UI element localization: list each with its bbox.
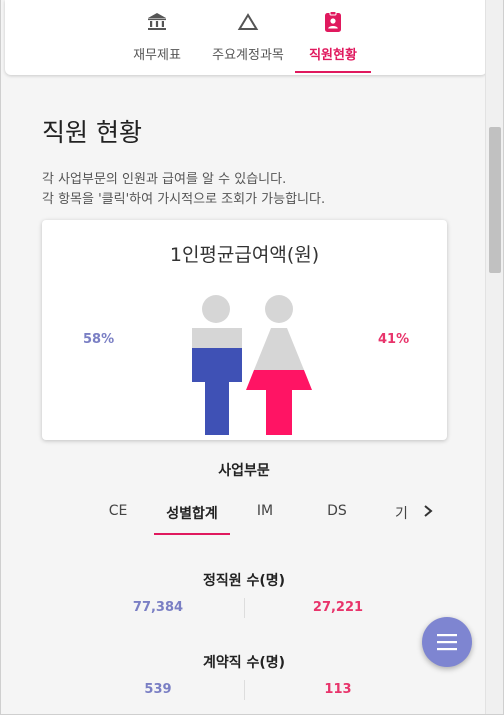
tab-key-accounts[interactable]: 주요계정과목 <box>205 10 291 73</box>
male-percentage: 58% <box>83 332 115 347</box>
male-body-empty <box>192 328 242 348</box>
tab-employee-status[interactable]: 직원현황 <box>295 10 371 73</box>
divider <box>244 598 245 618</box>
regular-employees-female: 27,221 <box>312 600 364 615</box>
scrollbar-thumb[interactable] <box>489 127 501 273</box>
female-head <box>265 295 293 323</box>
contract-employees-male: 539 <box>144 682 172 697</box>
page-description-line2: 각 항목을 '클릭'하여 가시적으로 조회가 가능합니다. <box>42 192 326 207</box>
triangle-icon <box>237 13 259 30</box>
female-body-fill <box>246 370 312 390</box>
tab-other[interactable]: 기 <box>395 506 407 522</box>
tab-label: 재무제표 <box>133 48 181 63</box>
top-tab-bar: 재무제표 주요계정과목 직원현황 <box>5 0 487 75</box>
chevron-right-icon[interactable] <box>421 502 435 520</box>
average-salary-card[interactable]: 1인평균급여액(원) 58% 41% <box>42 220 447 440</box>
female-body-empty <box>254 328 304 370</box>
gender-figure-chart <box>192 295 312 435</box>
regular-employees-label: 정직원 수(명) <box>202 573 286 589</box>
section-label: 사업부문 <box>218 463 270 479</box>
menu-icon <box>437 634 457 651</box>
tab-label: 직원현황 <box>309 48 357 63</box>
female-percentage: 41% <box>378 332 410 347</box>
bank-icon <box>148 13 166 30</box>
card-title: 1인평균급여액(원) <box>169 244 320 266</box>
active-tab-indicator <box>295 71 371 73</box>
tab-ds[interactable]: DS <box>327 503 347 519</box>
divider <box>244 680 245 700</box>
contract-employees-female: 113 <box>324 682 352 697</box>
tab-financial-statements[interactable]: 재무제표 <box>126 10 188 73</box>
regular-employees-male: 77,384 <box>132 600 184 615</box>
vertical-scrollbar[interactable] <box>485 0 503 714</box>
menu-fab-button[interactable] <box>422 617 472 667</box>
male-legs-fill <box>205 382 229 435</box>
male-head <box>202 295 230 323</box>
page-title: 직원 현황 <box>42 118 142 147</box>
male-body-fill <box>192 348 242 382</box>
tab-gender-total[interactable]: 성별합계 <box>166 506 218 522</box>
tab-im[interactable]: IM <box>256 503 274 519</box>
tab-ce[interactable]: CE <box>108 503 128 519</box>
id-badge-icon <box>325 11 341 32</box>
active-subtab-indicator <box>154 533 230 535</box>
contract-employees-label: 계약직 수(명) <box>202 655 286 671</box>
female-legs-fill <box>266 390 292 435</box>
page-description-line1: 각 사업부문의 인원과 급여를 알 수 있습니다. <box>42 172 287 187</box>
tab-label: 주요계정과목 <box>212 48 284 63</box>
